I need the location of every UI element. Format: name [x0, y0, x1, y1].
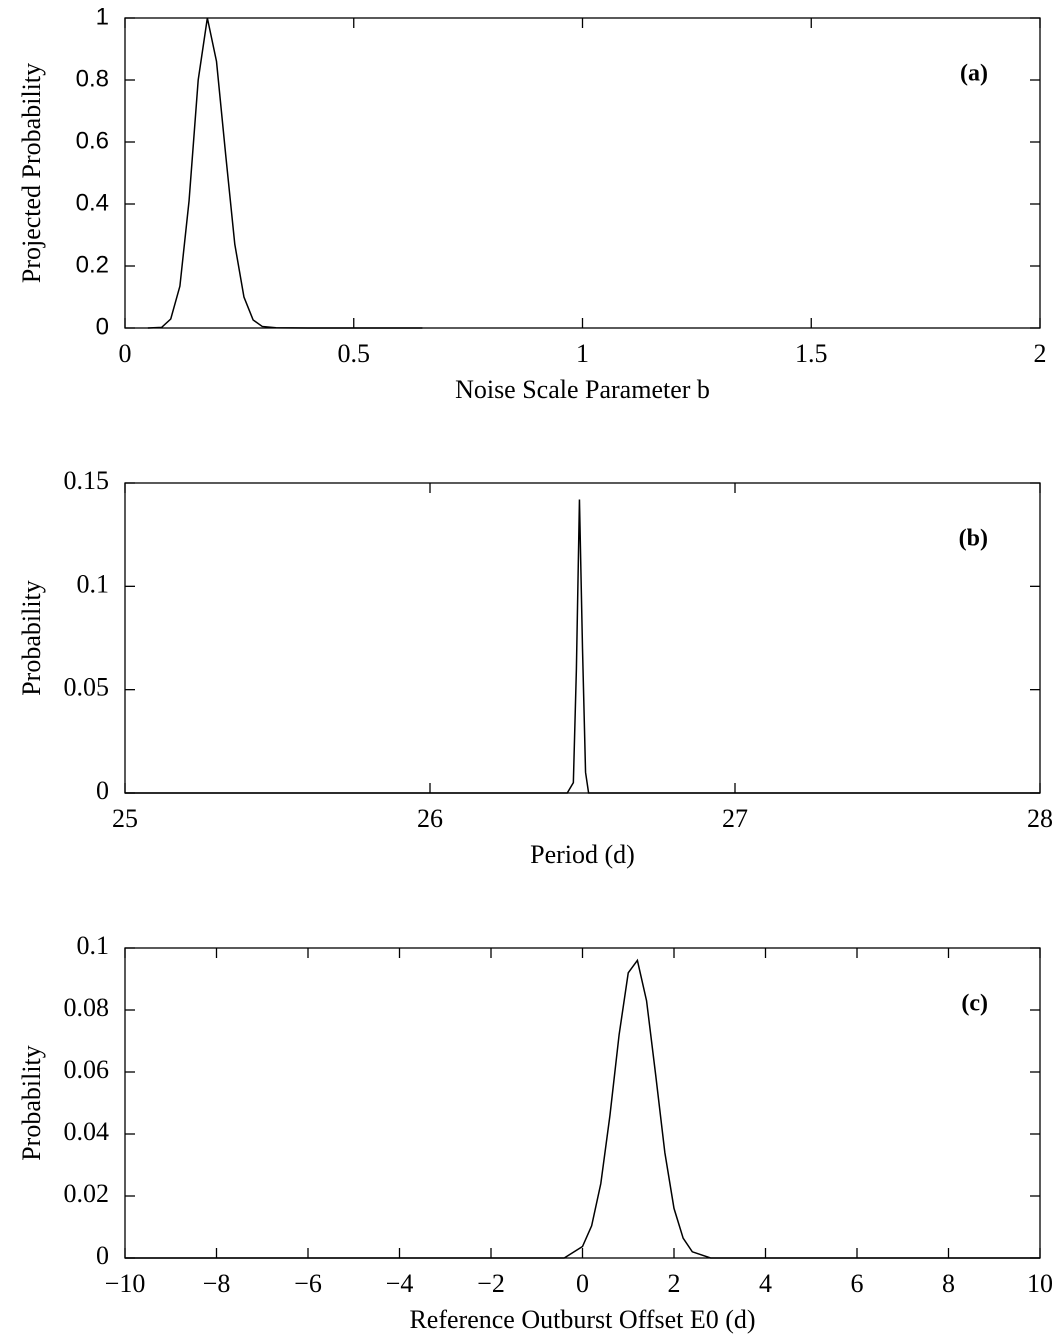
- x-tick-label: 1: [576, 339, 589, 368]
- y-tick-label: 0.1: [77, 569, 110, 598]
- x-tick-label: −4: [386, 1269, 414, 1298]
- panel-label: (a): [960, 61, 988, 87]
- y-tick-label: 0: [96, 776, 109, 805]
- y-tick-label: 0.02: [64, 1179, 110, 1208]
- y-tick-label: 0.1: [77, 931, 110, 960]
- plot-frame: [124, 482, 1041, 794]
- x-tick-label: 26: [417, 804, 443, 833]
- y-tick-label: 0.2: [76, 251, 109, 278]
- panel-label: (b): [959, 526, 988, 552]
- y-tick-label: 0.04: [64, 1117, 110, 1146]
- y-tick-label: 0.6: [76, 127, 109, 154]
- y-tick-label: 1: [96, 3, 109, 30]
- x-tick-label: 6: [851, 1269, 864, 1298]
- x-axis-label: Period (d): [530, 840, 635, 869]
- x-tick-label: 27: [722, 804, 748, 833]
- x-tick-label: 0: [119, 339, 132, 368]
- x-tick-label: −8: [203, 1269, 231, 1298]
- x-tick-label: −10: [105, 1269, 146, 1298]
- x-tick-label: −6: [294, 1269, 322, 1298]
- x-tick-label: 4: [759, 1269, 772, 1298]
- data-line: [125, 499, 1040, 794]
- plot-frame: [124, 947, 1041, 1259]
- data-line: [125, 958, 1040, 1259]
- x-tick-label: 2: [668, 1269, 681, 1298]
- y-tick-label: 0.15: [64, 466, 110, 495]
- x-tick-label: 28: [1027, 804, 1053, 833]
- x-tick-label: 25: [112, 804, 138, 833]
- x-tick-label: 8: [942, 1269, 955, 1298]
- x-axis-label: Noise Scale Parameter b: [455, 375, 710, 404]
- y-tick-label: 0.08: [64, 993, 110, 1022]
- x-tick-label: 2: [1034, 339, 1047, 368]
- x-tick-label: 10: [1027, 1269, 1053, 1298]
- plot-frame: [124, 17, 1041, 329]
- y-axis-label: Probability: [17, 580, 46, 696]
- x-tick-label: 0: [576, 1269, 589, 1298]
- data-line: [147, 17, 423, 329]
- y-tick-label: 0.4: [76, 189, 109, 216]
- x-tick-label: 0.5: [338, 339, 371, 368]
- y-tick-label: 0.06: [64, 1055, 110, 1084]
- panel-label: (c): [961, 991, 988, 1017]
- x-axis-label: Reference Outburst Offset E0 (d): [409, 1305, 755, 1334]
- y-tick-label: 0: [96, 1241, 109, 1270]
- y-axis-label: Probability: [17, 1045, 46, 1161]
- y-tick-label: 0.8: [76, 65, 109, 92]
- y-tick-label: 0: [96, 313, 109, 340]
- y-axis-label: Projected Probability: [17, 63, 46, 283]
- x-tick-label: −2: [477, 1269, 505, 1298]
- y-tick-label: 0.05: [64, 673, 110, 702]
- x-tick-label: 1.5: [795, 339, 828, 368]
